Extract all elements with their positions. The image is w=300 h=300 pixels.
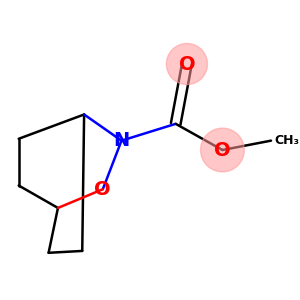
Text: O: O (178, 55, 195, 74)
Text: O: O (214, 140, 231, 160)
Text: O: O (94, 180, 111, 199)
Circle shape (167, 44, 208, 85)
Text: CH₃: CH₃ (275, 134, 300, 147)
Text: N: N (113, 131, 130, 150)
Circle shape (201, 128, 244, 172)
